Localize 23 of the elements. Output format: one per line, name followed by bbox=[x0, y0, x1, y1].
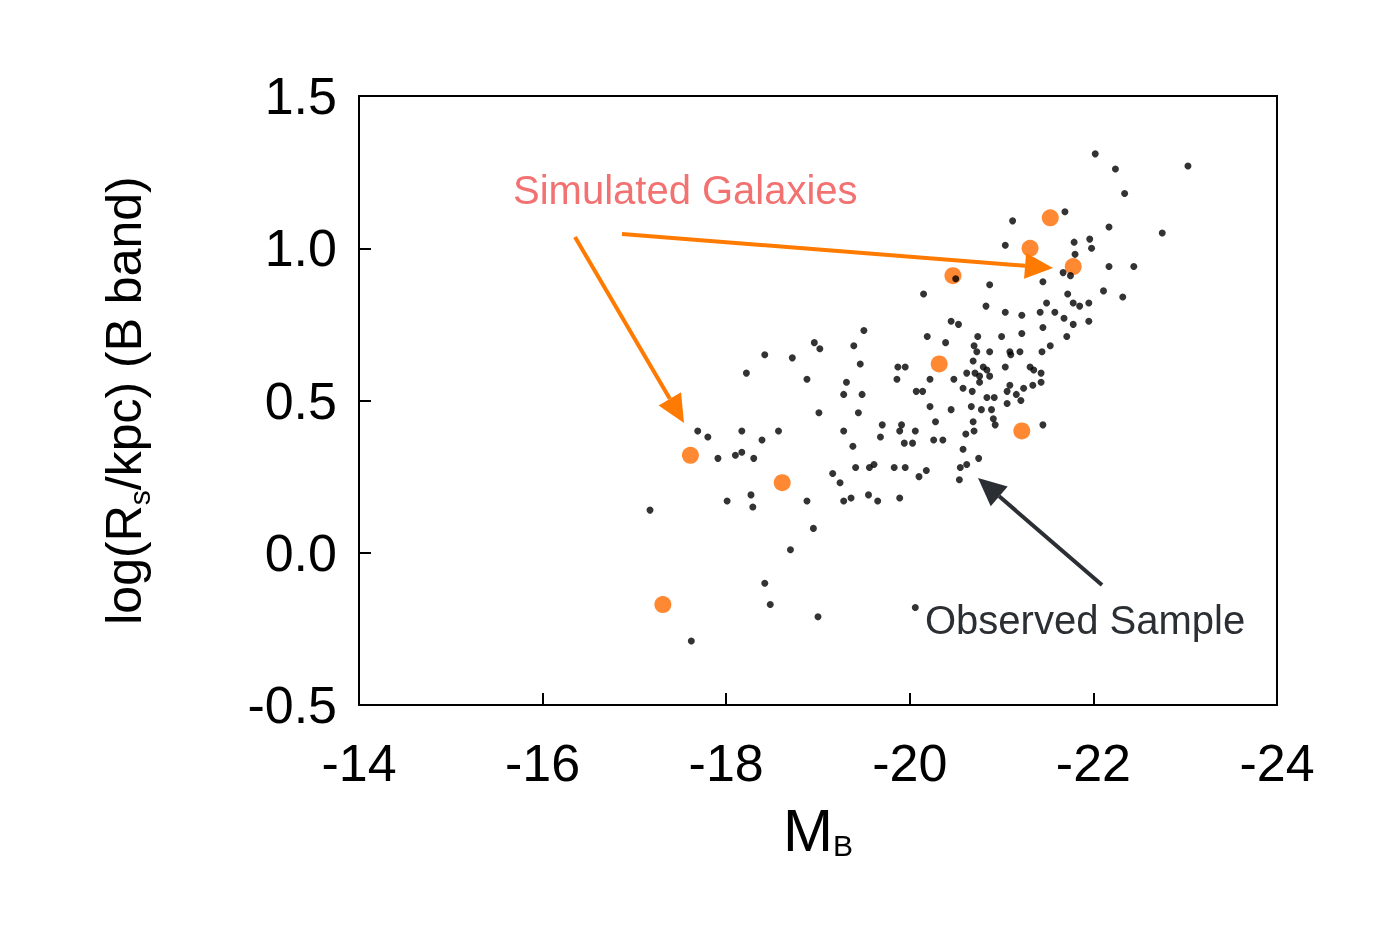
annotation: Observed Sample bbox=[925, 598, 1246, 642]
x-tick-label: -20 bbox=[872, 734, 948, 792]
y-tick-label: 0.0 bbox=[264, 523, 337, 582]
point bbox=[930, 355, 948, 373]
x-tick-label: -22 bbox=[1055, 734, 1131, 792]
point bbox=[1021, 239, 1039, 257]
point bbox=[681, 446, 699, 464]
x-tick-label: -24 bbox=[1239, 734, 1315, 792]
point bbox=[1064, 258, 1082, 276]
point bbox=[654, 596, 672, 614]
y-tick-label: -0.5 bbox=[247, 676, 337, 734]
point bbox=[1041, 209, 1059, 227]
y-tick-label: 1.5 bbox=[264, 67, 337, 125]
annotation: Simulated Galaxies bbox=[513, 168, 858, 212]
x-tick-label: -14 bbox=[321, 734, 397, 792]
x-tick-label: -18 bbox=[688, 734, 764, 792]
x-tick-label: -16 bbox=[505, 734, 581, 792]
point bbox=[1013, 422, 1031, 440]
point bbox=[773, 474, 791, 492]
y-axis-title: log(Rs/kpc) (B band) bbox=[96, 176, 156, 625]
y-tick-label: 0.5 bbox=[264, 371, 337, 430]
x-axis-title: MB bbox=[783, 796, 853, 864]
y-tick-label: 1.0 bbox=[264, 219, 337, 278]
